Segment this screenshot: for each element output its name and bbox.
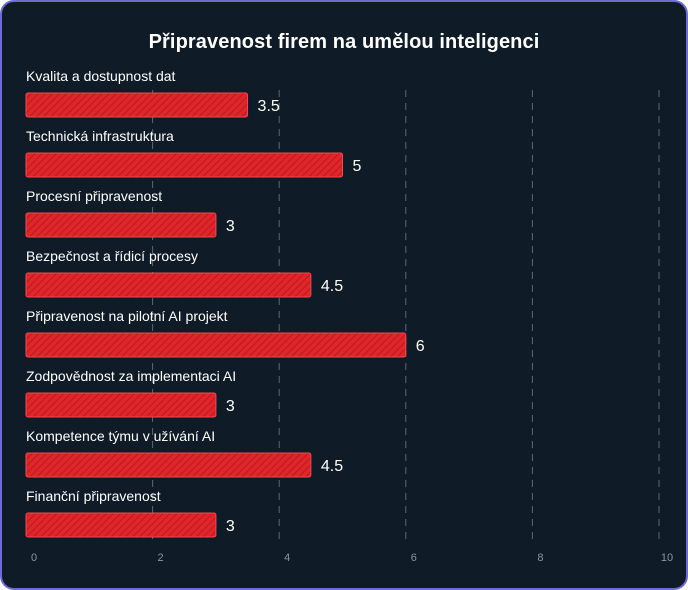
value-label: 3 — [226, 218, 235, 235]
category-label: Kompetence týmu v užívání AI — [26, 428, 215, 444]
x-tick-label: 10 — [661, 552, 673, 564]
grid-lines — [152, 90, 660, 542]
x-tick-label: 2 — [158, 552, 164, 564]
value-label: 6 — [416, 338, 425, 355]
value-label: 3.5 — [258, 98, 280, 115]
bar — [25, 272, 312, 298]
category-label: Procesní připravenost — [26, 188, 162, 204]
category-label: Finanční připravenost — [26, 488, 161, 504]
bars: Kvalita a dostupnost dat 3.5 Technická inf… — [25, 68, 425, 538]
bar — [25, 512, 217, 538]
category-label: Připravenost na pilotní AI projekt — [26, 308, 228, 324]
bar — [25, 212, 217, 238]
x-tick-label: 4 — [284, 552, 290, 564]
bar — [25, 452, 312, 478]
bar — [25, 392, 217, 418]
bar — [25, 92, 249, 118]
x-tick-label: 6 — [411, 552, 417, 564]
x-tick-label: 8 — [537, 552, 543, 564]
x-tick-label: 0 — [31, 552, 37, 564]
value-label: 3 — [226, 518, 235, 535]
x-axis-ticks: 0 2 4 6 8 10 — [31, 552, 673, 564]
category-label: Technická infrastruktura — [26, 128, 174, 144]
bar — [25, 152, 343, 178]
category-label: Zodpovědnost za implementaci AI — [26, 368, 236, 384]
value-label: 5 — [353, 158, 362, 175]
value-label: 3 — [226, 398, 235, 415]
value-label: 4.5 — [321, 458, 343, 475]
value-label: 4.5 — [321, 278, 343, 295]
category-label: Bezpečnost a řídicí procesy — [26, 248, 198, 264]
chart-title: Připravenost firem na umělou inteligenci — [148, 31, 540, 53]
bar — [25, 332, 407, 358]
category-label: Kvalita a dostupnost dat — [26, 68, 176, 84]
